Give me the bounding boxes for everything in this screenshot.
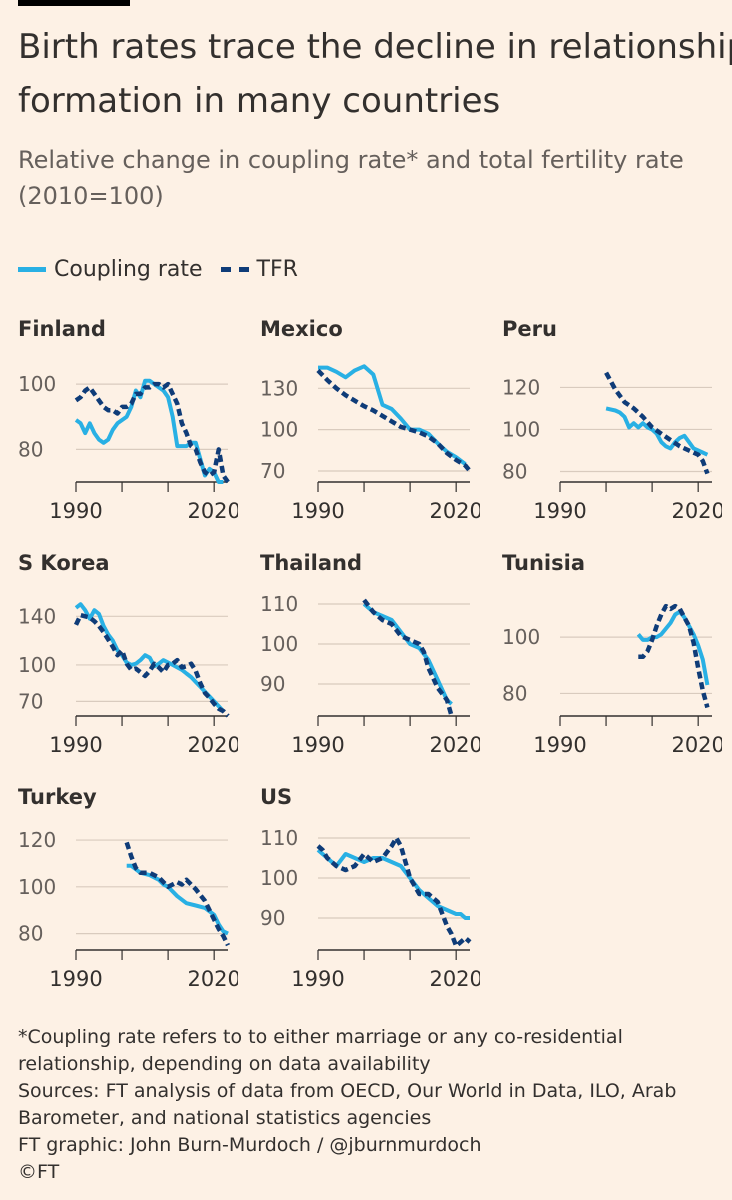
x-tick-label: 1990 <box>49 733 102 757</box>
chart-thailand: Thailand 90 100 110 1990 2020 <box>260 551 480 757</box>
footnote-line-2: relationship, depending on data availabi… <box>18 1053 431 1075</box>
coupling-rate-line <box>362 602 453 706</box>
x-tick-label: 2020 <box>429 733 480 757</box>
x-tick-label: 2020 <box>187 499 238 523</box>
y-tick-label: 100 <box>260 418 298 442</box>
legend-label-tfr: TFR <box>256 256 298 282</box>
y-tick-label: 100 <box>260 866 298 890</box>
y-tick-label: 80 <box>502 459 527 483</box>
coupling-rate-line <box>316 848 470 920</box>
y-tick-label: 100 <box>18 875 56 899</box>
legend-swatch-tfr <box>220 266 249 272</box>
sources-line-2: Barometer, and national statistics agenc… <box>18 1107 432 1129</box>
x-tick-label: 1990 <box>49 967 102 991</box>
y-tick-label: 90 <box>260 906 285 930</box>
y-tick-label: 90 <box>260 672 285 696</box>
panel-title: US <box>260 785 292 809</box>
y-tick-label: 100 <box>502 417 540 441</box>
x-tick-label: 2020 <box>429 499 480 523</box>
brand-bar <box>18 0 130 6</box>
x-tick-label: 1990 <box>533 733 586 757</box>
tfr-line <box>362 598 454 717</box>
x-tick-label: 1990 <box>291 733 344 757</box>
x-tick-label: 2020 <box>671 499 722 523</box>
chart-finland: Finland 80 100 1990 2020 <box>18 317 238 523</box>
chart-turkey: Turkey 80 100 120 1990 2020 <box>18 785 238 991</box>
chart-us: US 90 100 110 1990 2020 <box>260 785 480 991</box>
coupling-rate-line <box>74 378 224 484</box>
panel-title: Thailand <box>260 551 362 575</box>
tfr-line <box>638 603 710 709</box>
legend-item-tfr: TFR <box>220 256 298 282</box>
y-tick-label: 80 <box>18 922 43 946</box>
y-tick-label: 110 <box>260 592 298 616</box>
y-tick-label: 120 <box>18 828 56 852</box>
legend-label-coupling: Coupling rate <box>54 256 203 282</box>
chart-title: Birth rates trace the decline in relatio… <box>18 20 732 128</box>
tfr-line <box>316 368 472 473</box>
chart-s-korea: S Korea 70 100 140 1990 2020 <box>18 551 238 757</box>
subtitle-line-1: Relative change in coupling rate* and to… <box>18 146 684 174</box>
y-tick-label: 120 <box>502 375 540 399</box>
x-tick-label: 1990 <box>291 499 344 523</box>
y-tick-label: 100 <box>18 372 56 396</box>
chart-peru: Peru 80 100 120 1990 2020 <box>502 317 722 523</box>
small-multiples: Finland 80 100 1990 2020 Mexico 70 100 130 1990 20… <box>0 300 732 1000</box>
copyright-line: ©FT <box>18 1161 60 1183</box>
tfr-line <box>604 371 710 475</box>
x-tick-label: 2020 <box>671 733 722 757</box>
tfr-line <box>73 612 230 718</box>
credit-line: FT graphic: John Burn-Murdoch / @jburnmu… <box>18 1134 482 1156</box>
legend: Coupling rate TFR <box>18 254 316 284</box>
chart-subtitle: Relative change in coupling rate* and to… <box>18 142 728 214</box>
legend-item-coupling: Coupling rate <box>18 257 203 282</box>
legend-swatch-coupling <box>18 266 46 272</box>
title-line-1: Birth rates trace the decline in relatio… <box>18 27 732 67</box>
y-tick-label: 140 <box>18 604 56 628</box>
tfr-line <box>316 835 472 949</box>
panel-title: Tunisia <box>502 551 585 575</box>
y-tick-label: 100 <box>18 653 56 677</box>
tfr-line <box>124 841 231 947</box>
y-tick-label: 80 <box>18 437 43 461</box>
x-tick-label: 2020 <box>187 967 238 991</box>
panel-title: Peru <box>502 317 557 341</box>
y-tick-label: 70 <box>260 459 285 483</box>
chart-tunisia: Tunisia 80 100 1990 2020 <box>502 551 722 757</box>
y-tick-label: 100 <box>502 625 540 649</box>
panel-title: Finland <box>18 317 106 341</box>
sources-line-1: Sources: FT analysis of data from OECD, … <box>18 1080 677 1102</box>
y-tick-label: 100 <box>260 632 298 656</box>
y-tick-label: 110 <box>260 826 298 850</box>
coupling-rate-line <box>636 609 710 686</box>
title-line-2: formation in many countries <box>18 81 501 121</box>
panel-title: S Korea <box>18 551 110 575</box>
y-tick-label: 70 <box>18 689 43 713</box>
footer: *Coupling rate refers to to either marri… <box>18 1024 728 1186</box>
chart-mexico: Mexico 70 100 130 1990 2020 <box>260 317 480 523</box>
x-tick-label: 2020 <box>429 967 480 991</box>
coupling-rate-line <box>74 602 225 713</box>
x-tick-label: 1990 <box>291 967 344 991</box>
tfr-line <box>74 381 230 484</box>
y-tick-label: 80 <box>502 681 527 705</box>
footnote-line-1: *Coupling rate refers to to either marri… <box>18 1026 623 1048</box>
x-tick-label: 1990 <box>49 499 102 523</box>
coupling-rate-line <box>126 863 229 936</box>
panel-title: Mexico <box>260 317 343 341</box>
x-tick-label: 1990 <box>533 499 586 523</box>
panel-title: Turkey <box>18 785 97 809</box>
coupling-rate-line <box>605 406 709 457</box>
subtitle-line-2: (2010=100) <box>18 182 164 210</box>
y-tick-label: 130 <box>260 376 298 400</box>
x-tick-label: 2020 <box>187 733 238 757</box>
